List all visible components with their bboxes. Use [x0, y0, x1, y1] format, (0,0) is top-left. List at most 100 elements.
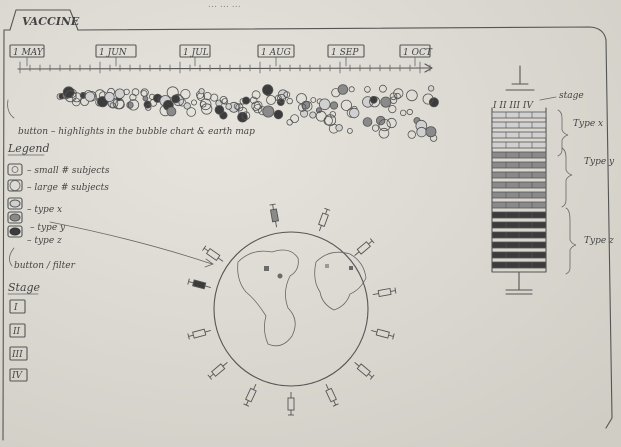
bubble[interactable] [144, 104, 152, 111]
bubble[interactable] [129, 93, 137, 101]
bubble[interactable] [309, 111, 317, 119]
bubble[interactable] [364, 86, 371, 93]
bubble[interactable] [346, 127, 353, 134]
bubble[interactable] [84, 91, 96, 102]
stage-button-4[interactable]: IV [9, 368, 28, 382]
month-button[interactable]: 1 JUL [179, 44, 211, 67]
bubble[interactable] [183, 102, 191, 110]
bubble[interactable] [166, 106, 177, 117]
bubble[interactable] [186, 107, 197, 117]
syringe-icon[interactable] [202, 245, 224, 264]
bubble[interactable] [262, 84, 274, 96]
bubble[interactable] [340, 99, 352, 111]
map-marker[interactable] [349, 266, 353, 270]
stage-button-2[interactable]: II [9, 323, 26, 338]
bubble[interactable] [114, 88, 126, 99]
bubble[interactable] [262, 105, 275, 118]
syringe-icon[interactable] [323, 383, 339, 407]
syringe-icon[interactable] [269, 203, 280, 228]
bubble[interactable] [406, 108, 413, 116]
bubble[interactable] [386, 117, 397, 129]
bubble[interactable] [127, 99, 140, 111]
bubble[interactable] [266, 95, 276, 105]
month-button[interactable]: 1 OCT [399, 44, 433, 67]
legend-item-type-x[interactable]: – type x [7, 197, 62, 215]
syringe-icon[interactable] [353, 238, 375, 258]
map-marker[interactable] [264, 266, 269, 271]
month-button[interactable]: 1 MAY [9, 44, 45, 67]
bubble[interactable] [221, 98, 229, 105]
bubble[interactable] [290, 114, 300, 123]
bubble[interactable] [201, 103, 213, 115]
bubble[interactable] [310, 97, 317, 103]
month-button[interactable]: 1 JUN [95, 44, 137, 67]
bubble[interactable] [71, 97, 81, 107]
bubble[interactable] [180, 89, 191, 100]
syringe-icon[interactable] [187, 328, 212, 340]
bubble[interactable] [301, 101, 313, 112]
bubble[interactable] [198, 88, 205, 95]
map-marker[interactable] [277, 273, 283, 279]
earth-map[interactable] [213, 231, 369, 387]
bubble[interactable] [283, 91, 291, 98]
bubble[interactable] [104, 91, 115, 103]
bubble[interactable] [109, 102, 116, 109]
bubble[interactable] [427, 85, 435, 92]
bubble[interactable] [389, 96, 398, 104]
bubble[interactable] [362, 117, 373, 127]
bubble[interactable] [225, 103, 233, 110]
bubble[interactable] [142, 95, 149, 102]
bubble[interactable] [394, 92, 401, 100]
bubble[interactable] [371, 124, 380, 132]
bubble[interactable] [380, 96, 392, 108]
bubble[interactable] [425, 126, 437, 138]
syringe-icon[interactable] [370, 328, 395, 340]
bubble[interactable] [298, 103, 307, 112]
bubble[interactable] [251, 90, 261, 100]
syringe-icon[interactable] [353, 360, 375, 380]
bubble[interactable] [329, 101, 339, 110]
bubble[interactable] [80, 97, 89, 106]
stage-button-3[interactable]: III [9, 346, 28, 361]
bubble[interactable] [349, 107, 360, 119]
month-button[interactable]: 1 SEP [327, 44, 365, 67]
bubble[interactable] [171, 94, 181, 104]
syringe-icon[interactable] [317, 207, 331, 232]
bubble[interactable] [126, 101, 134, 109]
bubble[interactable] [378, 119, 391, 132]
bubble[interactable] [64, 90, 77, 103]
syringe-icon[interactable] [187, 278, 212, 291]
bubble[interactable] [422, 93, 434, 105]
bubble[interactable] [210, 93, 219, 102]
bubble[interactable] [388, 105, 397, 114]
bubble[interactable] [348, 86, 355, 93]
bubble[interactable] [219, 96, 228, 104]
bubble[interactable] [276, 93, 286, 103]
syringe-icon[interactable] [243, 383, 259, 407]
bubble[interactable] [378, 84, 387, 93]
bubble[interactable] [242, 96, 251, 105]
bubble[interactable] [190, 99, 197, 106]
bubble[interactable] [273, 109, 284, 120]
syringe-icon[interactable] [287, 392, 295, 416]
bubble[interactable] [123, 88, 130, 96]
bubble[interactable] [337, 84, 349, 95]
bubble[interactable] [249, 96, 258, 104]
bubble[interactable] [323, 115, 333, 126]
bubble[interactable] [318, 98, 331, 111]
syringe-icon[interactable] [207, 360, 229, 380]
bubble[interactable] [329, 111, 336, 118]
bubble[interactable] [407, 130, 416, 139]
month-button[interactable]: 1 AUG [257, 44, 295, 67]
map-marker[interactable] [325, 264, 329, 268]
bubble[interactable] [233, 103, 241, 110]
tab-vaccine[interactable]: VACCINE [9, 9, 80, 31]
bubble[interactable] [286, 97, 293, 105]
bubble[interactable] [378, 127, 390, 139]
bubble[interactable] [199, 98, 212, 111]
bubble[interactable] [406, 89, 418, 102]
bubble[interactable] [214, 105, 225, 115]
syringe-icon[interactable] [372, 287, 397, 298]
bubble[interactable] [393, 88, 404, 99]
bubble[interactable] [428, 97, 439, 108]
